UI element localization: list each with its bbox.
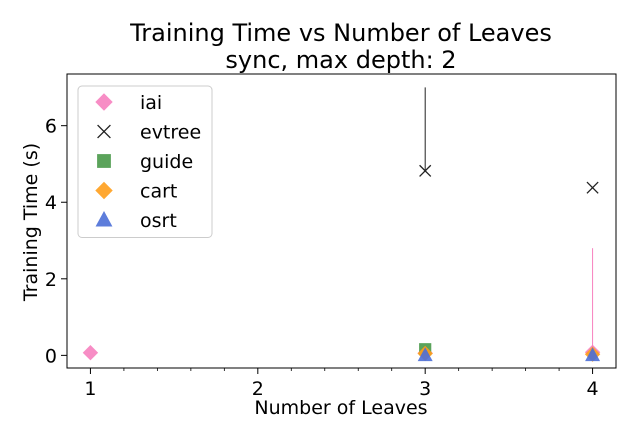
- chart-subtitle: sync, max depth: 2: [225, 46, 456, 74]
- point-osrt: [585, 347, 601, 362]
- point-osrt: [417, 347, 433, 362]
- legend-marker-evtree: [97, 124, 111, 139]
- legend-label-osrt: osrt: [140, 210, 177, 232]
- legend-item-guide: guide: [97, 151, 193, 173]
- y-tick-label: 6: [45, 116, 57, 138]
- point-evtree: [586, 181, 599, 194]
- legend-marker-osrt: [95, 210, 113, 227]
- x-tick-label: 3: [419, 378, 431, 400]
- plot-area: 1 2 3 4 0 2 4 6: [45, 73, 617, 400]
- x-axis-label: Number of Leaves: [254, 397, 427, 419]
- y-tick-label: 2: [45, 269, 57, 291]
- point-iai: [82, 344, 99, 361]
- legend-marker-guide: [97, 154, 111, 168]
- legend-item-osrt: osrt: [95, 210, 177, 232]
- axes-frame: [66, 73, 617, 369]
- legend-label-cart: cart: [140, 181, 177, 203]
- y-tick-label: 4: [45, 192, 57, 214]
- point-evtree: [419, 164, 432, 177]
- legend-box: [77, 85, 213, 238]
- legend-label-evtree: evtree: [140, 122, 201, 144]
- legend-item-evtree: evtree: [97, 122, 201, 144]
- legend-item-cart: cart: [95, 181, 177, 203]
- y-tick-label: 0: [45, 345, 57, 367]
- x-tick-label: 1: [84, 378, 96, 400]
- chart-title: Training Time vs Number of Leaves: [129, 19, 552, 47]
- legend-marker-cart: [95, 181, 113, 200]
- legend: iai evtree guide cart osrt: [77, 85, 213, 238]
- series-osrt: [417, 347, 601, 362]
- legend-marker-iai: [95, 93, 113, 111]
- x-tick-label: 4: [587, 378, 599, 400]
- series-cart: [417, 345, 601, 362]
- series-evtree: [419, 87, 599, 194]
- legend-item-iai: iai: [95, 92, 162, 114]
- y-axis-label: Training Time (s): [20, 143, 42, 302]
- legend-label-guide: guide: [140, 151, 193, 173]
- legend-label-iai: iai: [140, 92, 162, 114]
- series-iai: [82, 248, 601, 361]
- x-tick-label: 2: [252, 378, 264, 400]
